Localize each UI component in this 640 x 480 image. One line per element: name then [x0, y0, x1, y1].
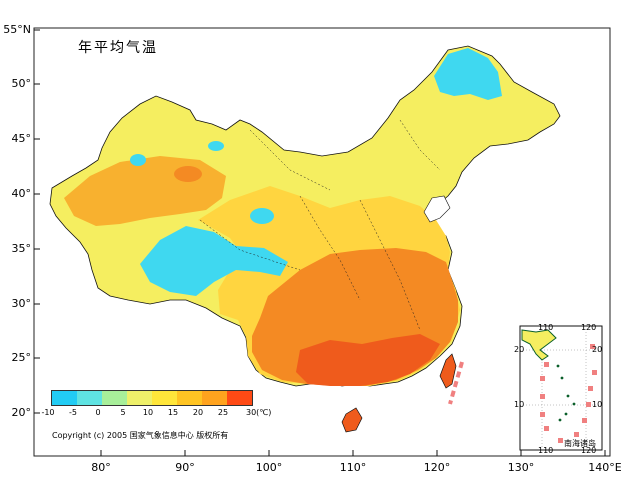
inset-caption: 南海诸岛 [564, 439, 596, 448]
lat-label-25: 25° [11, 351, 32, 364]
legend-swatch [52, 391, 77, 405]
legend-tick: 10 [142, 408, 154, 417]
lat-label-55: 55°N [3, 23, 31, 36]
lon-label-110: 110° [339, 461, 367, 474]
legend-tick: -5 [69, 408, 77, 417]
maritime-boundary [448, 361, 464, 405]
legend-tick: 30(℃) [246, 408, 272, 417]
copyright-note: Copyright (c) 2005 国家气象信息中心 版权所有 [52, 431, 229, 440]
inset-right-label: 10 [592, 400, 603, 409]
legend-tick: 15 [167, 408, 179, 417]
legend-swatch [77, 391, 102, 405]
lon-label-100: 100° [255, 461, 283, 474]
hainan-island [341, 407, 363, 433]
lat-label-50: 50° [11, 77, 32, 90]
inset-top-label: 110 [538, 323, 554, 332]
lon-label-130: 130° [507, 461, 535, 474]
tianshan-cold-spot [130, 154, 146, 166]
legend-tick: 0 [95, 408, 101, 417]
northeast-cold-zone [434, 48, 502, 100]
inset-right-label: 20 [592, 345, 603, 354]
legend-swatch [102, 391, 127, 405]
legend-tick: 5 [120, 408, 126, 417]
lat-label-40: 40° [11, 187, 32, 200]
lat-label-45: 45° [11, 132, 32, 145]
inset-top-label: 120 [581, 323, 597, 332]
inset-dashline [540, 344, 597, 443]
taiwan-island [439, 353, 457, 389]
legend-tick: -10 [41, 408, 55, 417]
lon-label-80: 80° [91, 461, 111, 474]
tibet-cold-zone [140, 226, 288, 296]
qilian-cold-spot [250, 208, 274, 224]
altai-cold-spot [208, 141, 224, 151]
inset-islands [556, 364, 576, 422]
legend-swatch [202, 391, 227, 405]
tarim-hot-spot [174, 166, 202, 182]
lon-label-90: 90° [175, 461, 195, 474]
inset-bottom-label: 120 [581, 446, 597, 455]
lon-label-120: 120° [423, 461, 451, 474]
inset-bottom-label: 110 [538, 446, 554, 455]
lat-label-20: 20° [11, 406, 32, 419]
province-borders [199, 119, 441, 331]
lon-label-140: 140°E [588, 461, 622, 474]
legend-swatch [127, 391, 152, 405]
lat-label-30: 30° [11, 297, 32, 310]
legend-swatch [177, 391, 202, 405]
legend-tick: 25 [217, 408, 229, 417]
map-title: 年平均气温 [78, 40, 158, 56]
inset-left-label: 10 [514, 400, 525, 409]
very-hot-zone [296, 334, 440, 386]
legend-swatch [152, 391, 177, 405]
bohai-sea [423, 195, 451, 223]
lat-label-35: 35° [11, 242, 32, 255]
inset-coast [521, 329, 557, 361]
legend-swatch [227, 391, 252, 405]
legend-tick: 20 [192, 408, 204, 417]
inset-left-label: 20 [514, 345, 525, 354]
color-legend [51, 390, 253, 406]
axis-ticks [34, 29, 606, 456]
